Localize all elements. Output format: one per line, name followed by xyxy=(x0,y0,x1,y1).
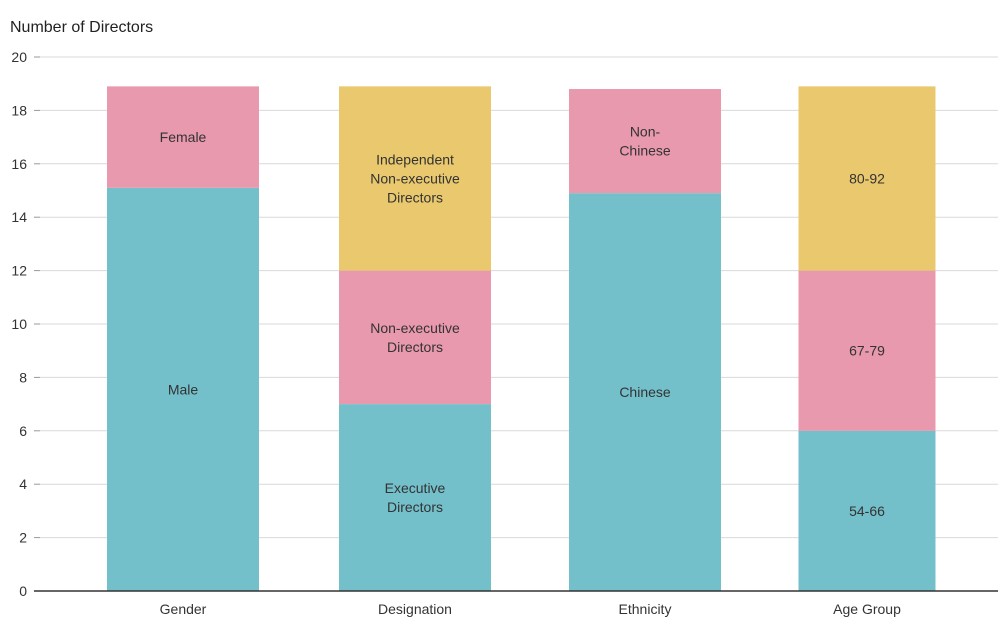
y-tick-label: 10 xyxy=(11,316,27,332)
x-axis-tick-labels: Gender Designation Ethnicity Age Group xyxy=(160,601,901,617)
segment-label: Non-executive Directors xyxy=(370,320,460,355)
bar-segment xyxy=(107,86,259,188)
bar-segment xyxy=(339,270,491,405)
bar-segment xyxy=(569,193,721,592)
bar-segment xyxy=(339,86,491,271)
y-tick-label: 14 xyxy=(11,209,27,225)
bar-segment xyxy=(798,86,936,271)
y-tick-label: 8 xyxy=(19,369,27,385)
y-tick-label: 20 xyxy=(11,49,27,65)
segment-label: Female xyxy=(160,129,207,145)
y-tick-label: 16 xyxy=(11,156,27,172)
x-tick-label: Ethnicity xyxy=(619,601,672,617)
segment-label: Executive Directors xyxy=(385,480,446,515)
bar-segment xyxy=(798,270,936,431)
x-tick-label: Age Group xyxy=(833,601,901,617)
y-axis-ticks: 0 2 4 6 8 10 12 14 16 18 20 xyxy=(11,49,40,599)
segment-label: Chinese xyxy=(619,384,671,400)
bar-segment xyxy=(569,89,721,194)
x-tick-label: Gender xyxy=(160,601,207,617)
segment-label: 80-92 xyxy=(849,170,885,186)
bars: Male Female Executive Directors Non-executiv… xyxy=(107,86,936,592)
y-tick-label: 12 xyxy=(11,263,27,279)
y-tick-label: 4 xyxy=(19,476,27,492)
y-tick-label: 0 xyxy=(19,583,27,599)
segment-label: 67-79 xyxy=(849,343,885,359)
bar-segment xyxy=(798,430,936,591)
segment-label: Male xyxy=(168,381,199,397)
x-tick-label: Designation xyxy=(378,601,452,617)
segment-label: Non-Chinese xyxy=(619,124,671,159)
bar-segment xyxy=(107,187,259,591)
y-tick-label: 2 xyxy=(19,530,27,546)
segment-label: Independent Non-executive Directors xyxy=(370,151,460,205)
y-tick-label: 6 xyxy=(19,423,27,439)
bar-segment xyxy=(339,404,491,591)
y-axis-title: Number of Directors xyxy=(10,19,153,36)
y-tick-label: 18 xyxy=(11,102,27,118)
segment-label: 54-66 xyxy=(849,503,885,519)
